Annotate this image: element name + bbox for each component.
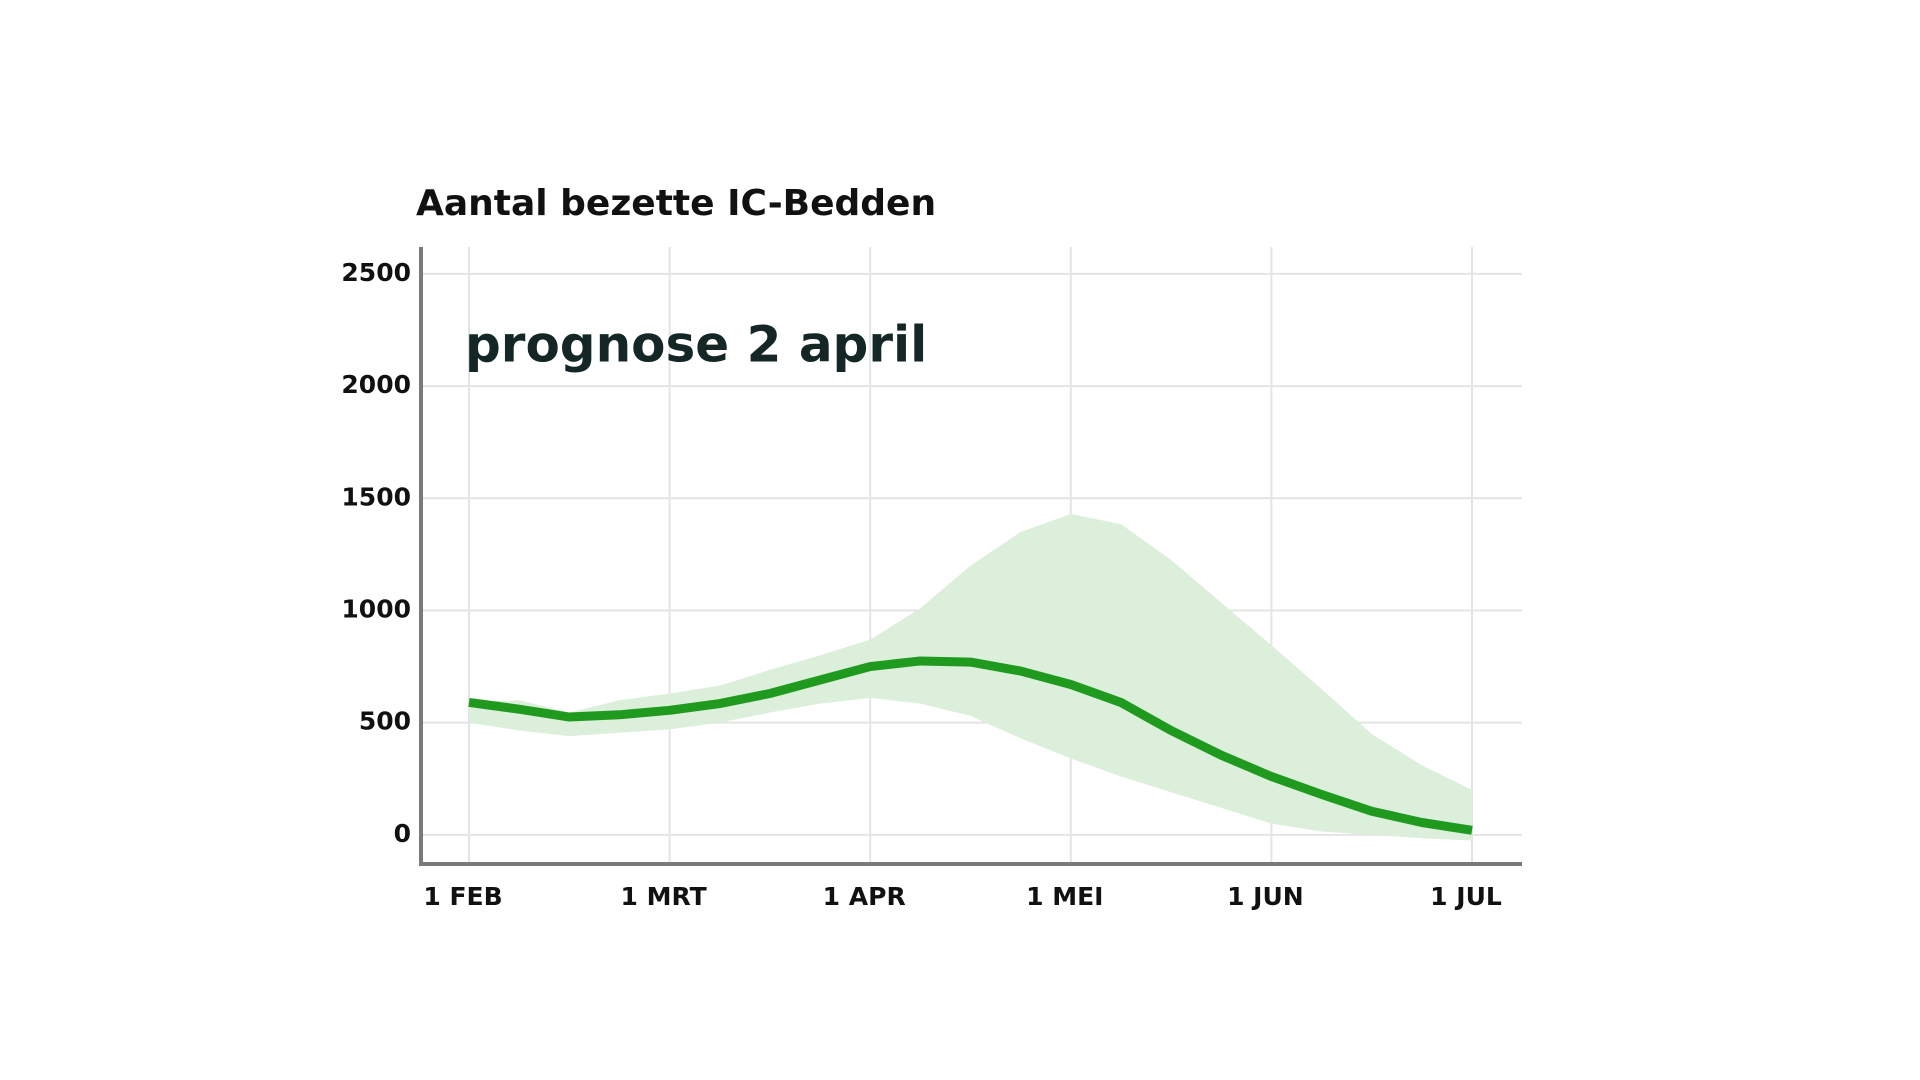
chart-title: Aantal bezette IC-Bedden: [416, 183, 936, 224]
x-tick-label: 1 JUN: [1227, 882, 1304, 911]
x-tick-label: 1 FEB: [423, 882, 502, 911]
x-tick-label: 1 APR: [823, 882, 906, 911]
x-tick-label: 1 MEI: [1026, 882, 1103, 911]
annotation: prognose 2 april: [465, 316, 927, 374]
y-tick-label: 500: [359, 707, 411, 736]
x-tick-label: 1 JUL: [1430, 882, 1502, 911]
y-tick-label: 2500: [341, 258, 411, 287]
y-tick-label: 0: [394, 819, 411, 848]
y-tick-label: 1500: [341, 482, 411, 511]
y-tick-label: 2000: [341, 370, 411, 399]
marks: [468, 513, 1473, 841]
y-tick-label: 1000: [341, 594, 411, 623]
x-tick-label: 1 MRT: [621, 882, 707, 911]
line: [468, 656, 1473, 835]
